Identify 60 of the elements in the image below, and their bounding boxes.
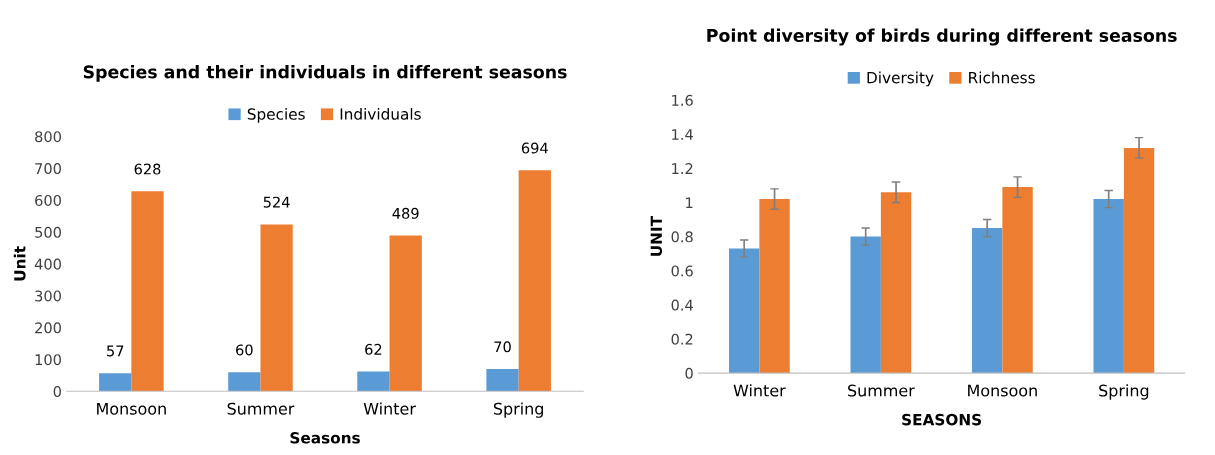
y-axis-title: Unit [13,246,26,281]
y-tick-label: 0.8 [671,231,693,243]
y-tick-label: 500 [35,226,61,238]
x-tick-label: Winter [733,384,786,397]
bar [131,191,164,392]
data-label: 70 [494,341,511,353]
y-tick-label: 1.2 [672,163,693,174]
data-label: 628 [134,163,161,175]
chart-title: Point diversity of birds during different seasons [707,28,1177,46]
y-tick-label: 1.6 [672,94,693,106]
legend-label: Individuals [340,107,421,120]
y-tick-label: 400 [34,258,61,270]
y-tick-label: 0 [685,367,693,379]
x-tick-label: Spring [1099,384,1149,400]
y-tick-label: 1 [686,197,693,209]
y-tick-label: 800 [35,131,61,143]
bar [972,228,1003,374]
bar [486,369,519,392]
bar [357,371,390,392]
bar [1123,147,1155,374]
bar [850,236,881,374]
x-tick-label: Spring [493,402,543,418]
y-axis-title: UNIT [650,216,663,256]
x-axis-title: Seasons [290,432,360,444]
x-tick-label: Winter [363,402,416,415]
y-tick-label: 100 [35,354,61,366]
legend-label: Diversity [867,71,934,87]
bar [518,170,551,392]
y-tick-label: 600 [35,194,61,206]
data-label: 489 [392,207,419,219]
y-tick-label: 200 [35,322,61,334]
data-label: 524 [263,196,290,208]
x-axis-title: SEASONS [902,413,982,426]
y-tick-label: 1.4 [672,129,693,140]
legend-label: Richness [969,71,1035,84]
bar [389,235,422,392]
y-tick-label: 700 [35,163,61,175]
y-tick-label: 0.6 [671,265,693,277]
bar [228,372,261,392]
chart-title: Species and their individuals in different seasons [83,64,567,82]
data-label: 62 [365,343,382,355]
y-tick-label: 300 [35,290,61,302]
x-tick-label: Monsoon [97,402,166,415]
y-tick-label: 0.4 [671,299,693,311]
y-tick-label: 0.2 [671,333,693,345]
data-label: 57 [107,345,124,357]
x-tick-label: Summer [848,384,915,397]
x-tick-label: Monsoon [968,384,1037,397]
legend-label: Species [247,107,305,123]
bar [759,199,790,374]
data-label: 694 [521,142,548,154]
bar [880,192,912,374]
x-tick-label: Summer [227,402,295,415]
bar [99,373,132,392]
bar [1093,199,1124,374]
y-tick-label: 0 [53,386,61,398]
bar [260,224,293,392]
data-label: 60 [236,344,253,356]
bar [1002,187,1033,374]
bar [729,248,760,374]
